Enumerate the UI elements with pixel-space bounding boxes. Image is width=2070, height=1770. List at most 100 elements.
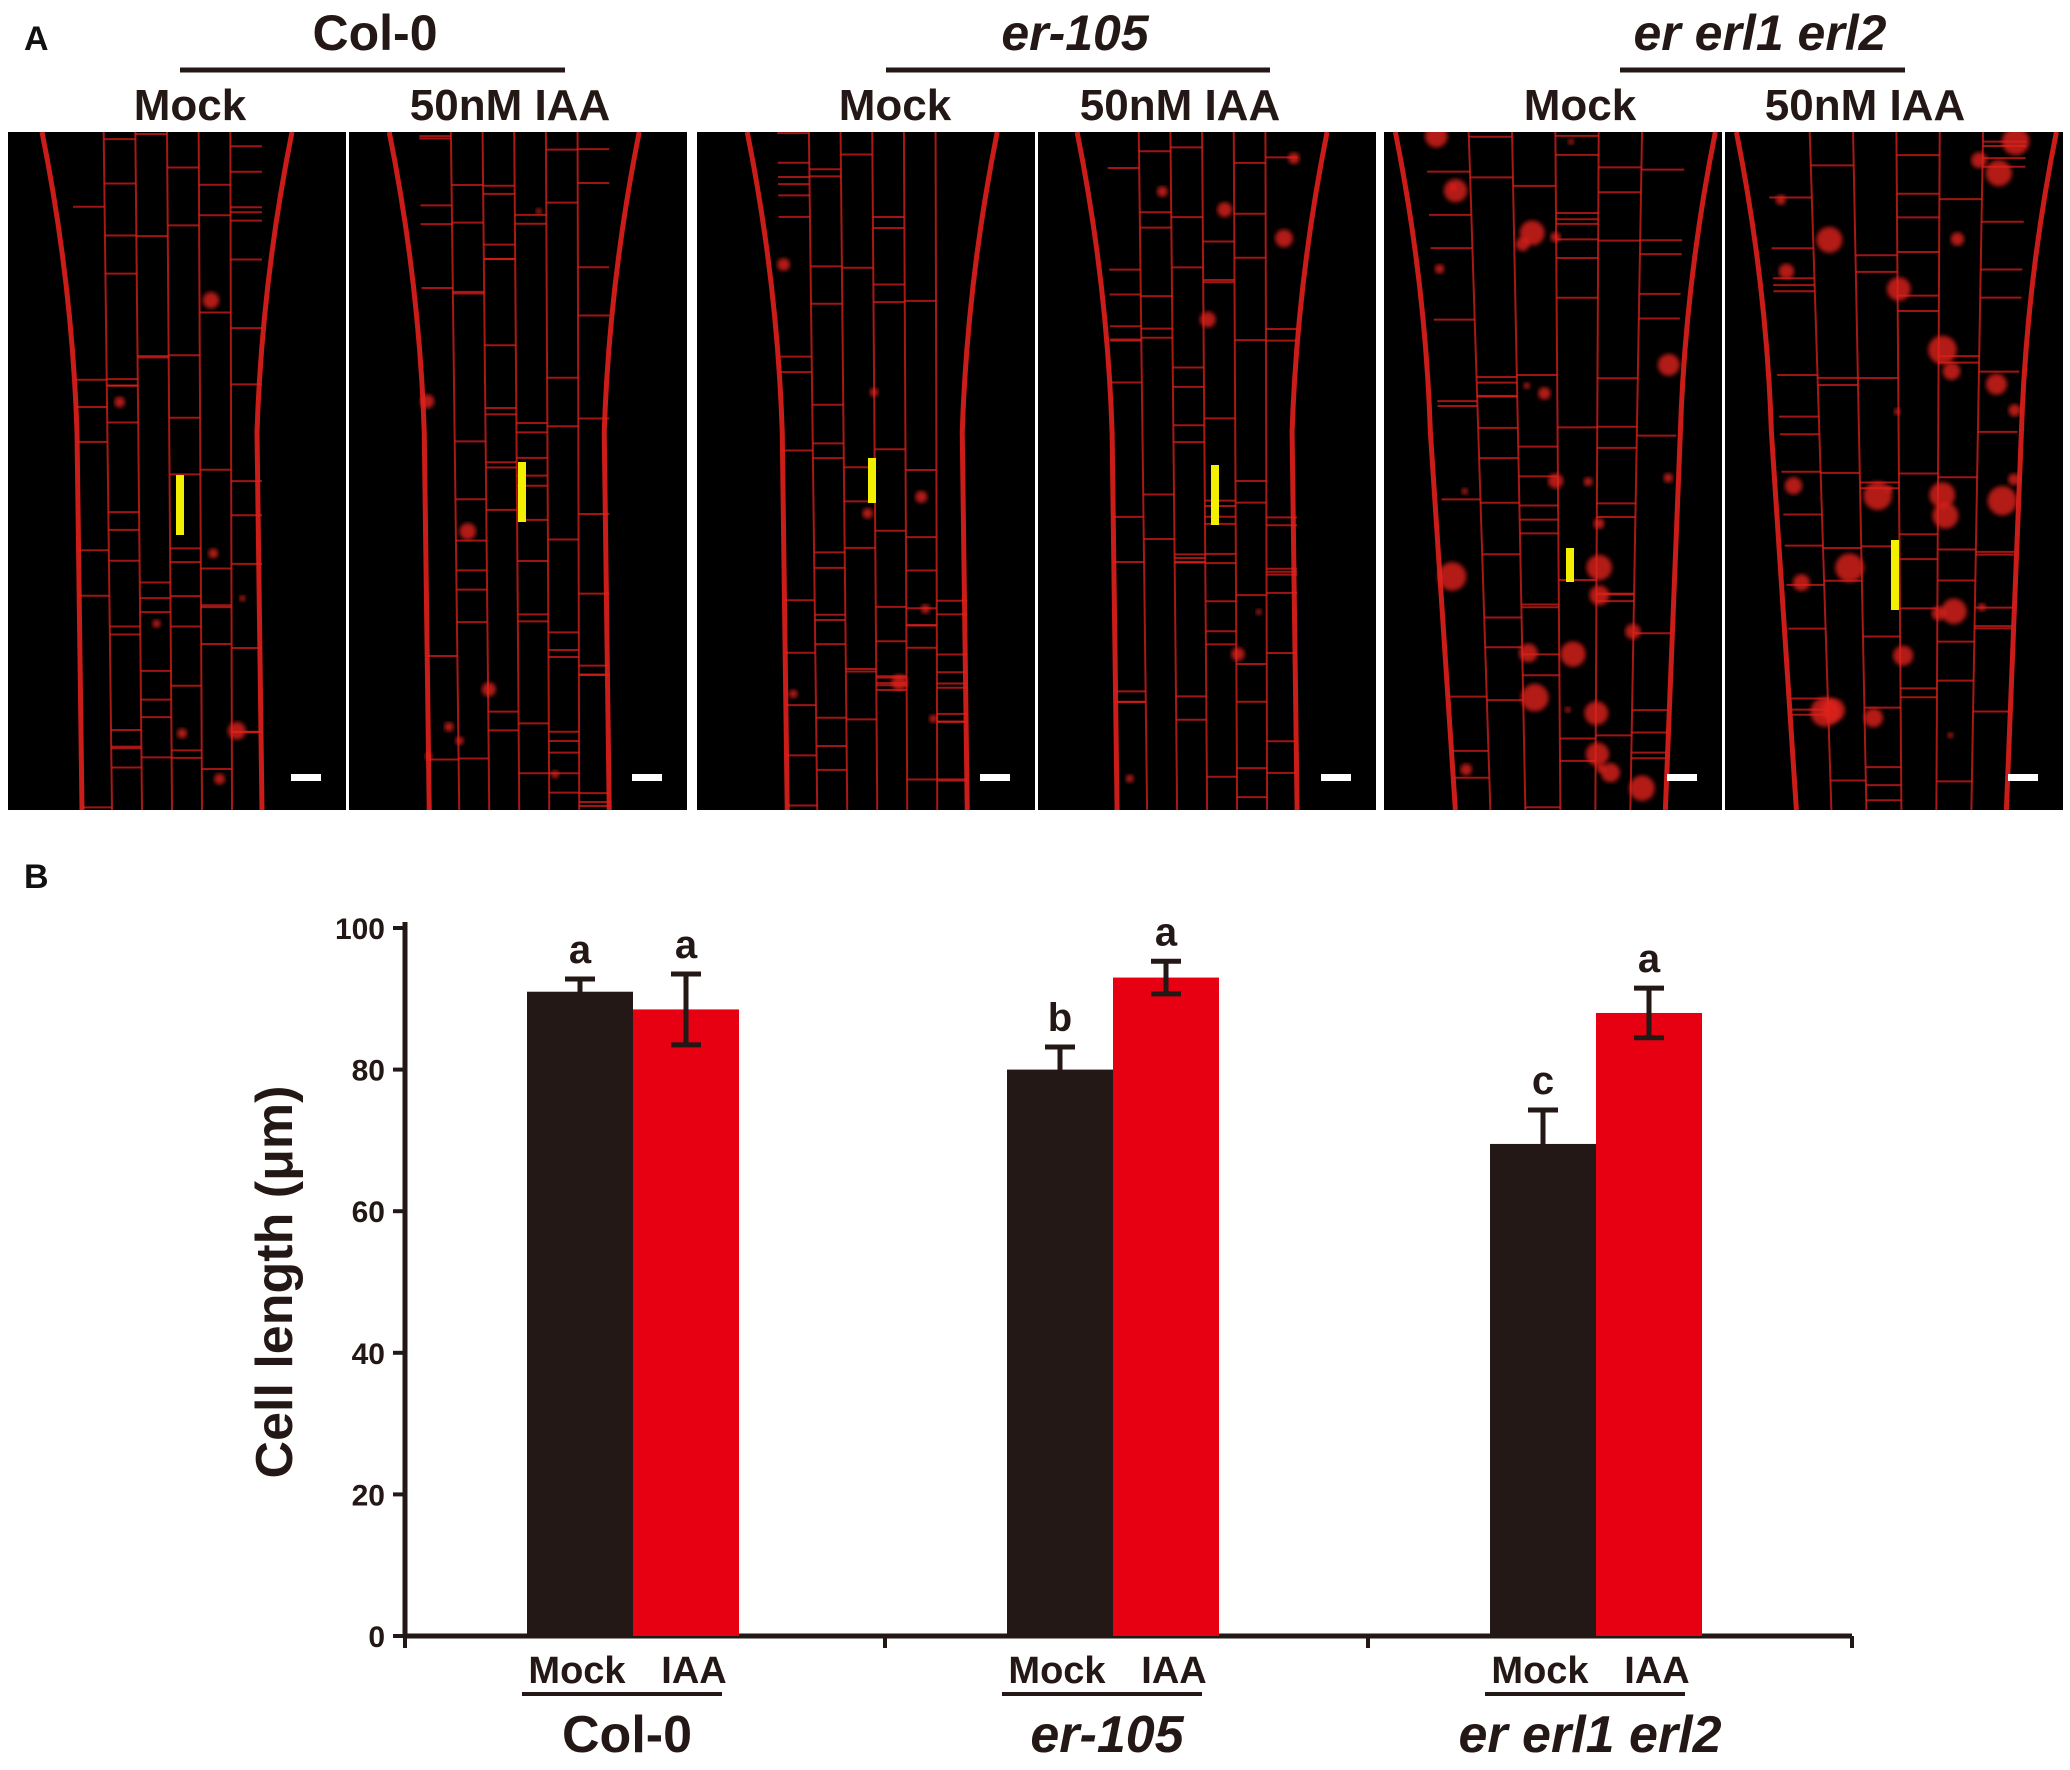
treatment-label: Mock	[1524, 81, 1637, 130]
cell-file-wall	[513, 132, 521, 810]
stain-blob	[1437, 562, 1467, 591]
stain-blob	[1560, 641, 1586, 667]
y-tick-label: 80	[352, 1055, 385, 1088]
stain-blob	[1792, 574, 1810, 592]
micrograph-panel	[1725, 132, 2063, 810]
root-edge	[601, 132, 642, 810]
stain-blob	[202, 291, 220, 309]
stain-blob	[1985, 373, 2008, 395]
stain-blob	[1519, 220, 1545, 246]
root-edge	[1392, 132, 1458, 810]
stain-blob	[1156, 186, 1168, 198]
stain-blob	[444, 722, 454, 732]
treatment-label: Mock	[134, 81, 247, 130]
stain-blob	[535, 208, 542, 215]
stain-blob	[114, 396, 126, 408]
stain-blob	[239, 595, 246, 602]
y-tick-label: 20	[352, 1479, 385, 1512]
root-edge	[1289, 132, 1330, 810]
root-tissue	[1392, 132, 1718, 810]
stain-blob	[208, 548, 219, 559]
significance-letter: c	[1532, 1059, 1554, 1103]
stain-blob	[1589, 585, 1610, 606]
stain-blob	[1950, 232, 1965, 246]
stain-blob	[1600, 763, 1621, 783]
bar-label-iaa: IAA	[1624, 1650, 1689, 1692]
stain-blob	[1929, 482, 1956, 508]
bar	[1596, 1012, 1702, 1636]
treatment-label: Mock	[839, 81, 952, 130]
stain-blob	[1942, 362, 1961, 381]
root-edge	[1662, 132, 1718, 810]
root-tissue	[386, 132, 642, 810]
stain-blob	[1461, 487, 1469, 495]
stain-blob	[1932, 502, 1959, 529]
stain-blob	[1434, 264, 1445, 274]
y-tick-label: 40	[352, 1338, 385, 1371]
stain-blob	[1520, 683, 1549, 712]
stain-blob	[862, 508, 873, 519]
stain-blob	[227, 721, 246, 740]
micrograph-background	[697, 132, 1035, 810]
micrograph-panel	[8, 132, 346, 810]
bar	[1490, 1143, 1596, 1636]
cell-length-marker	[176, 475, 184, 535]
cell-file-wall	[1264, 132, 1269, 810]
bar-label-mock: Mock	[528, 1650, 626, 1692]
bar-chart: 0 20 40 60 80 100 Cell length (μm) a a Mock IAA Col…	[246, 910, 1854, 1764]
stain-blob	[1199, 311, 1216, 328]
stain-blob	[1625, 623, 1641, 640]
stain-blob	[1288, 152, 1300, 165]
scale-bar	[980, 774, 1010, 781]
bar-label-iaa: IAA	[1141, 1650, 1206, 1692]
stain-blob	[1518, 643, 1538, 663]
stain-blob	[1784, 477, 1803, 495]
cell-file-wall	[807, 132, 819, 810]
cell-file-wall	[839, 132, 849, 810]
stain-blob	[788, 689, 798, 699]
stain-blob	[891, 674, 908, 691]
cell-file-wall	[1554, 132, 1562, 810]
stain-blob	[2001, 132, 2030, 156]
root-edge	[1074, 132, 1120, 810]
bar	[1007, 1069, 1113, 1636]
stain-blob	[459, 522, 477, 540]
scale-bar	[291, 774, 321, 781]
cell-length-marker	[1211, 465, 1219, 525]
stain-blob	[1863, 481, 1893, 511]
cell-file-wall	[1467, 132, 1492, 810]
stain-blob	[1971, 152, 1988, 169]
root-edge	[254, 132, 295, 810]
cell-length-marker	[518, 462, 526, 522]
y-tick-label: 60	[352, 1196, 385, 1229]
stain-blob	[1947, 732, 1954, 739]
stain-blob	[1217, 202, 1233, 218]
stain-blob	[915, 490, 928, 504]
stain-blob	[1657, 353, 1680, 376]
significance-letter: a	[675, 923, 698, 967]
significance-letter: a	[1638, 937, 1661, 981]
category-label: er erl1 erl2	[1458, 1706, 1721, 1764]
stain-blob	[1550, 231, 1561, 243]
stain-blob	[550, 770, 560, 779]
genotype-label: er-105	[1001, 5, 1150, 61]
stain-blob	[920, 604, 931, 614]
stain-blob	[1586, 554, 1612, 581]
y-tick-label: 100	[335, 913, 385, 946]
stain-blob	[1941, 598, 1967, 625]
cell-file-wall	[544, 132, 551, 810]
cell-file-wall	[576, 132, 581, 810]
cell-file-wall	[134, 132, 144, 810]
root-edge	[959, 132, 1000, 810]
category-label: er-105	[1030, 1706, 1184, 1764]
stain-blob	[1629, 775, 1655, 802]
cell-file-wall	[1935, 132, 1941, 810]
stain-blob	[1816, 226, 1843, 253]
stain-blob	[152, 619, 161, 628]
stain-blob	[1125, 774, 1134, 783]
cell-file-wall	[1201, 132, 1209, 810]
stain-blob	[1977, 603, 1986, 612]
cell-file-wall	[1970, 132, 1985, 810]
micrograph-panel	[349, 132, 687, 810]
cell-file-wall	[1852, 132, 1868, 810]
